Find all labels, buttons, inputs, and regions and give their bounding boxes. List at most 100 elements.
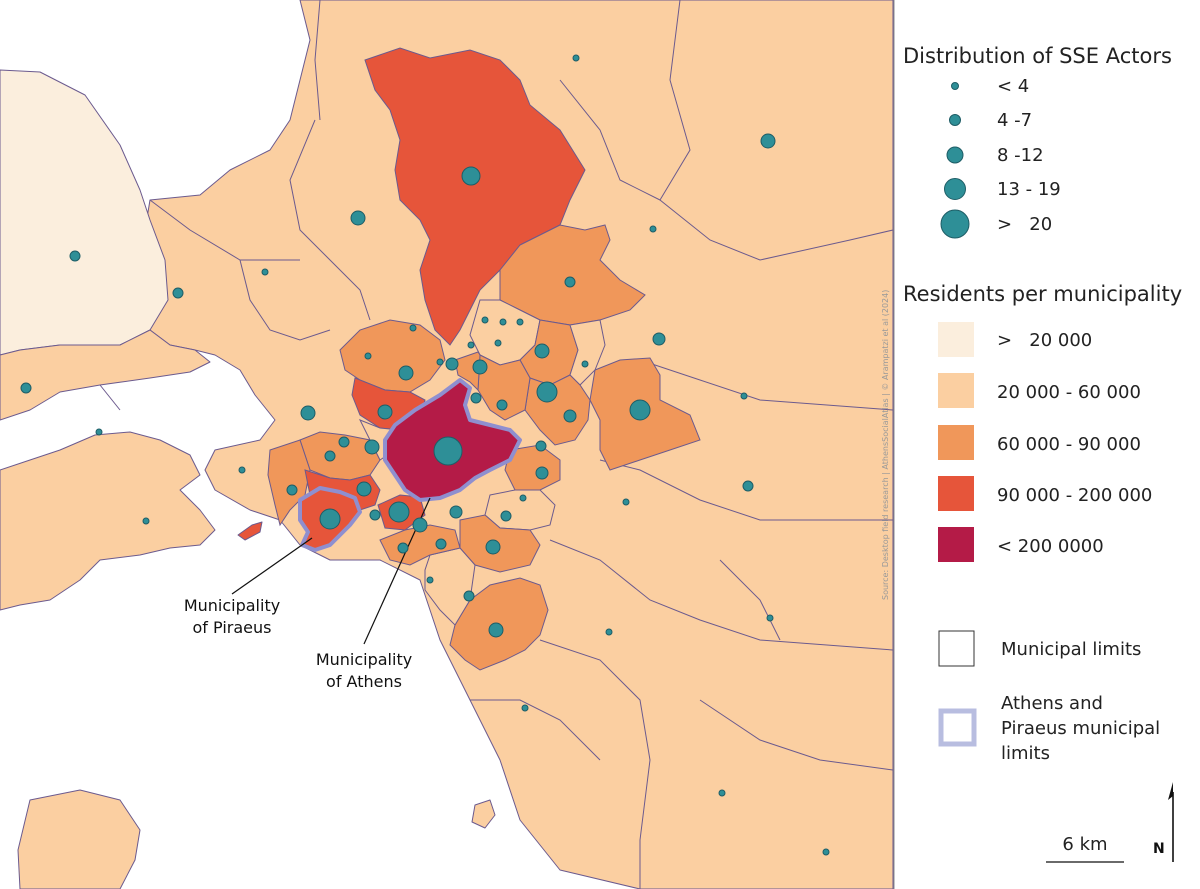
islet-red <box>237 521 263 541</box>
sse-actor-symbol <box>742 480 754 492</box>
sse-actor-symbols <box>20 54 830 856</box>
sse-actor-symbol <box>449 505 463 519</box>
legend-symbol-13-19 <box>944 178 966 200</box>
sse-actor-symbol <box>564 276 576 288</box>
sse-actor-symbol <box>629 399 651 421</box>
sse-actor-symbol <box>238 466 246 474</box>
legend-municipal-limits-swatch <box>938 630 975 667</box>
sse-actor-symbol <box>142 517 150 525</box>
sse-actor-symbol <box>516 318 524 326</box>
sse-actor-symbol <box>740 392 748 400</box>
municipality-w-orange-1 <box>339 319 446 393</box>
municipality-c3 <box>454 351 481 392</box>
legend-symbol-gt20 <box>940 209 970 239</box>
sse-actor-symbol <box>494 339 502 347</box>
sse-actor-symbol <box>338 436 350 448</box>
sse-actor-symbol <box>485 539 501 555</box>
legend-athens-piraeus-swatch <box>938 708 977 747</box>
callout-athens-line1: Municipality <box>316 650 412 669</box>
sse-actor-symbol <box>377 404 393 420</box>
sse-actor-symbol <box>369 509 381 521</box>
legend-residents-class-2: 20 000 - 60 000 <box>997 382 1141 403</box>
sse-actor-symbol <box>519 494 527 502</box>
legend: Distribution of SSE Actors < 4 4 -7 8 -1… <box>903 44 1182 764</box>
legend-swatch-1 <box>938 322 974 357</box>
island-salamina <box>0 431 216 611</box>
municipal-borders <box>99 0 894 889</box>
municipality-west-coast <box>0 329 211 421</box>
legend-swatch-2 <box>938 373 974 408</box>
sse-actor-symbol <box>581 360 589 368</box>
sse-actor-symbol <box>172 287 184 299</box>
sse-actor-symbol <box>433 436 463 466</box>
sse-actor-symbol <box>500 510 512 522</box>
callout-piraeus: Municipality of Piraeus <box>184 537 313 637</box>
sse-actor-symbol <box>20 382 32 394</box>
sse-actor-symbol <box>463 590 475 602</box>
municipality-w-orange-2 <box>299 431 381 481</box>
north-label: N <box>1153 841 1165 857</box>
legend-symbol-4-7 <box>949 114 961 126</box>
municipality-s-1 <box>424 547 476 626</box>
legend-sse-title: Distribution of SSE Actors <box>903 44 1172 68</box>
municipality-w-orange-3 <box>267 439 311 527</box>
sse-actor-symbol <box>69 250 81 262</box>
sse-actor-symbol <box>760 133 776 149</box>
legend-sse-class-5: > 20 <box>997 214 1052 235</box>
municipality-n3 <box>569 319 606 386</box>
sse-actor-symbol <box>286 484 298 496</box>
legend-symbol-8-12 <box>946 146 964 164</box>
sse-actor-symbol <box>718 789 726 797</box>
legend-athens-piraeus-line3: limits <box>1001 743 1050 764</box>
sse-actor-symbol <box>822 848 830 856</box>
callout-athens: Municipality of Athens <box>316 497 431 691</box>
sse-actor-symbol <box>467 341 475 349</box>
legend-residents-class-3: 60 000 - 90 000 <box>997 434 1141 455</box>
sse-actor-symbol <box>572 54 580 62</box>
sse-actor-symbol <box>409 324 417 332</box>
callout-athens-line2: of Athens <box>326 672 402 691</box>
island-aegina <box>17 789 141 889</box>
legend-residents-class-4: 90 000 - 200 000 <box>997 485 1152 506</box>
source-note: Source: Desktop field research | AthensS… <box>881 290 890 600</box>
legend-swatch-3 <box>938 425 974 460</box>
sse-actor-symbol <box>319 508 341 530</box>
sse-actor-symbol <box>412 517 428 533</box>
sse-actor-symbol <box>536 381 558 403</box>
sse-actor-symbol <box>445 357 459 371</box>
legend-sse-class-2: 4 -7 <box>997 110 1032 131</box>
legend-swatch-5 <box>938 527 974 562</box>
sse-actor-symbol <box>499 318 507 326</box>
sse-actor-symbol <box>350 210 366 226</box>
sse-actor-symbol <box>535 466 549 480</box>
sse-actor-symbol <box>652 332 666 346</box>
sse-actor-symbol <box>649 225 657 233</box>
sse-actor-symbol <box>388 501 410 523</box>
legend-swatch-4 <box>938 476 974 511</box>
legend-residents-title: Residents per municipality <box>903 282 1182 306</box>
sse-actor-symbol <box>563 409 577 423</box>
legend-residents-class-1: > 20 000 <box>997 330 1092 351</box>
callout-piraeus-line2: of Piraeus <box>193 618 272 637</box>
municipality-north-red <box>364 47 586 346</box>
sse-actor-symbol <box>605 628 613 636</box>
legend-residents-class-5: < 200 0000 <box>997 536 1104 557</box>
sse-actor-symbol <box>300 405 316 421</box>
municipality-west-light <box>0 69 169 356</box>
sse-actor-symbol <box>324 450 336 462</box>
sse-actor-symbol <box>426 576 434 584</box>
scale-bar-label: 6 km <box>1062 834 1107 855</box>
legend-municipal-limits: Municipal limits <box>1001 639 1141 660</box>
sse-actor-symbol <box>261 268 269 276</box>
legend-athens-piraeus-line2: Piraeus municipal <box>1001 718 1160 739</box>
sse-actor-symbol <box>461 166 481 186</box>
scale-bar: 6 km <box>1046 834 1124 863</box>
legend-athens-piraeus-line1: Athens and <box>1001 693 1103 714</box>
sse-actor-symbol <box>364 352 372 360</box>
sse-actor-symbol <box>436 358 444 366</box>
sse-actor-symbol <box>535 440 547 452</box>
islet-south <box>471 799 496 829</box>
sse-actor-symbol <box>496 399 508 411</box>
sse-actor-symbol <box>622 498 630 506</box>
sse-actor-symbol <box>364 439 380 455</box>
